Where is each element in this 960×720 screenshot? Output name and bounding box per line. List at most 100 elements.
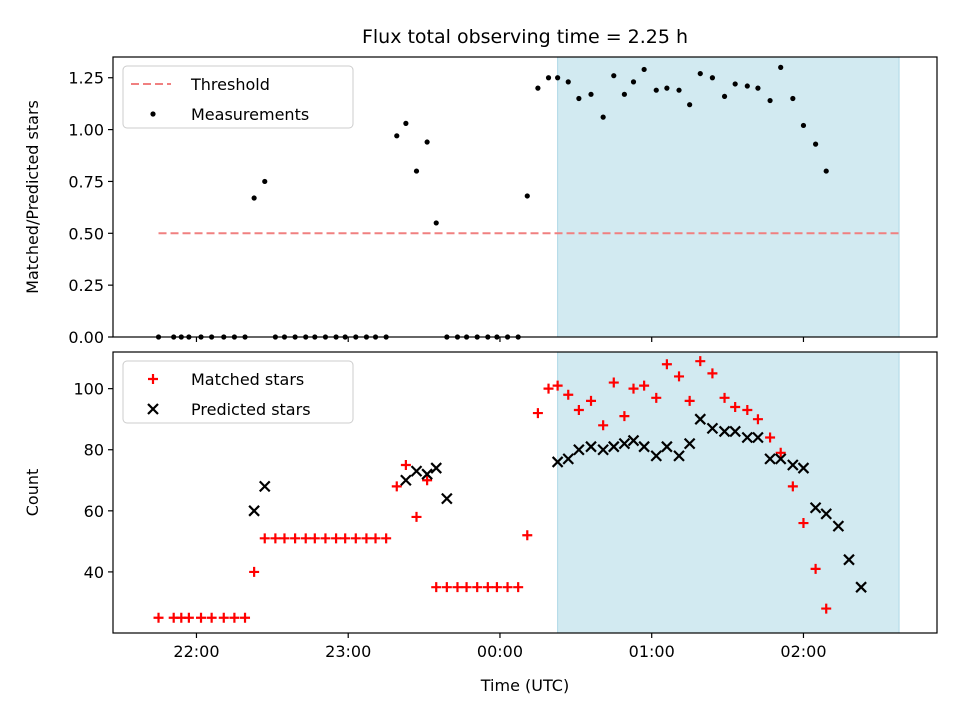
data-point — [821, 603, 832, 614]
data-point — [732, 81, 738, 87]
data-point — [433, 220, 439, 226]
data-point — [543, 383, 554, 394]
data-point — [627, 434, 640, 447]
ratio-panel: 0.00 0.25 0.50 0.75 1.00 1.25 Matched/Predicte… — [23, 56, 938, 347]
y-tick-label: 1.25 — [68, 69, 104, 88]
data-point — [413, 168, 420, 174]
data-point — [764, 453, 776, 465]
data-point — [798, 518, 809, 529]
data-point — [196, 612, 207, 623]
data-point — [709, 75, 716, 81]
data-point — [676, 87, 682, 93]
data-point — [586, 395, 597, 406]
legend: Threshold Measurements — [122, 65, 354, 129]
legend-dot-swatch — [150, 111, 156, 117]
data-point — [787, 481, 798, 492]
data-point — [767, 97, 773, 104]
y-tick-label: 1.00 — [68, 121, 104, 140]
data-point — [621, 91, 627, 97]
data-point — [697, 70, 703, 77]
data-point — [513, 582, 524, 593]
data-point — [775, 447, 786, 458]
data-point — [391, 481, 402, 492]
data-point — [461, 582, 472, 593]
data-point — [778, 64, 784, 70]
data-point — [790, 95, 796, 102]
x-tick-label: 23:00 — [325, 642, 371, 661]
series-predicted-stars — [248, 413, 867, 593]
data-point — [555, 75, 561, 81]
plot-frame — [112, 56, 938, 338]
data-point — [309, 533, 320, 544]
y-tick-label: 0.00 — [68, 328, 104, 347]
data-point — [552, 380, 563, 391]
data-point — [719, 392, 730, 403]
data-point — [482, 582, 493, 593]
data-point — [741, 431, 754, 444]
data-point — [183, 612, 194, 623]
data-point — [524, 193, 530, 199]
data-point — [248, 505, 260, 517]
data-point — [400, 460, 411, 471]
data-point — [695, 356, 706, 367]
data-point — [797, 462, 810, 474]
data-point — [607, 440, 620, 453]
data-point — [270, 533, 281, 544]
data-point — [813, 141, 819, 147]
data-point — [618, 437, 631, 450]
data-point — [674, 371, 685, 382]
data-point — [729, 425, 741, 438]
data-point — [611, 73, 617, 79]
series-matched-stars — [153, 356, 832, 623]
data-point — [563, 389, 574, 400]
y-tick-label: 100 — [73, 380, 104, 399]
plot-frame — [112, 351, 938, 634]
data-point — [472, 582, 483, 593]
data-point — [576, 95, 582, 102]
legend-box — [122, 360, 354, 424]
observing-window-shade — [557, 56, 900, 338]
observing-window-shade — [557, 351, 900, 634]
data-point — [809, 501, 822, 514]
data-point — [650, 450, 663, 462]
data-point — [855, 581, 867, 593]
x-tick-label: 22:00 — [173, 642, 219, 661]
data-point — [755, 85, 761, 91]
data-point — [832, 520, 845, 532]
data-point — [229, 612, 240, 623]
data-point — [441, 492, 453, 505]
data-point — [752, 431, 764, 444]
y-tick-label: 0.25 — [68, 276, 104, 295]
data-point — [279, 533, 290, 544]
data-point — [300, 533, 311, 544]
data-point — [403, 120, 409, 126]
data-point — [545, 75, 552, 81]
data-point — [774, 453, 787, 465]
data-point — [765, 432, 776, 443]
legend-entry-label: Measurements — [191, 105, 309, 124]
data-point — [683, 437, 696, 450]
data-point — [706, 422, 719, 435]
y-tick-label: 80 — [84, 441, 104, 460]
data-point — [707, 368, 718, 379]
data-point — [320, 533, 331, 544]
data-point — [431, 582, 442, 593]
data-point — [664, 85, 670, 91]
counts-panel: 40 60 80 100 22:00 23:00 00:00 01:00 02:00 Count M… — [23, 351, 938, 661]
data-point — [340, 533, 351, 544]
data-point — [290, 533, 301, 544]
x-tick-label: 00:00 — [477, 642, 523, 661]
data-point — [588, 91, 594, 97]
data-point — [452, 582, 463, 593]
data-point — [721, 93, 728, 100]
data-point — [411, 511, 422, 522]
data-point — [394, 133, 400, 139]
legend-box — [122, 65, 354, 129]
data-point — [206, 612, 217, 623]
data-point — [638, 440, 650, 453]
data-point — [573, 405, 584, 416]
data-point — [491, 582, 502, 593]
data-point — [742, 405, 753, 416]
data-point — [350, 533, 361, 544]
